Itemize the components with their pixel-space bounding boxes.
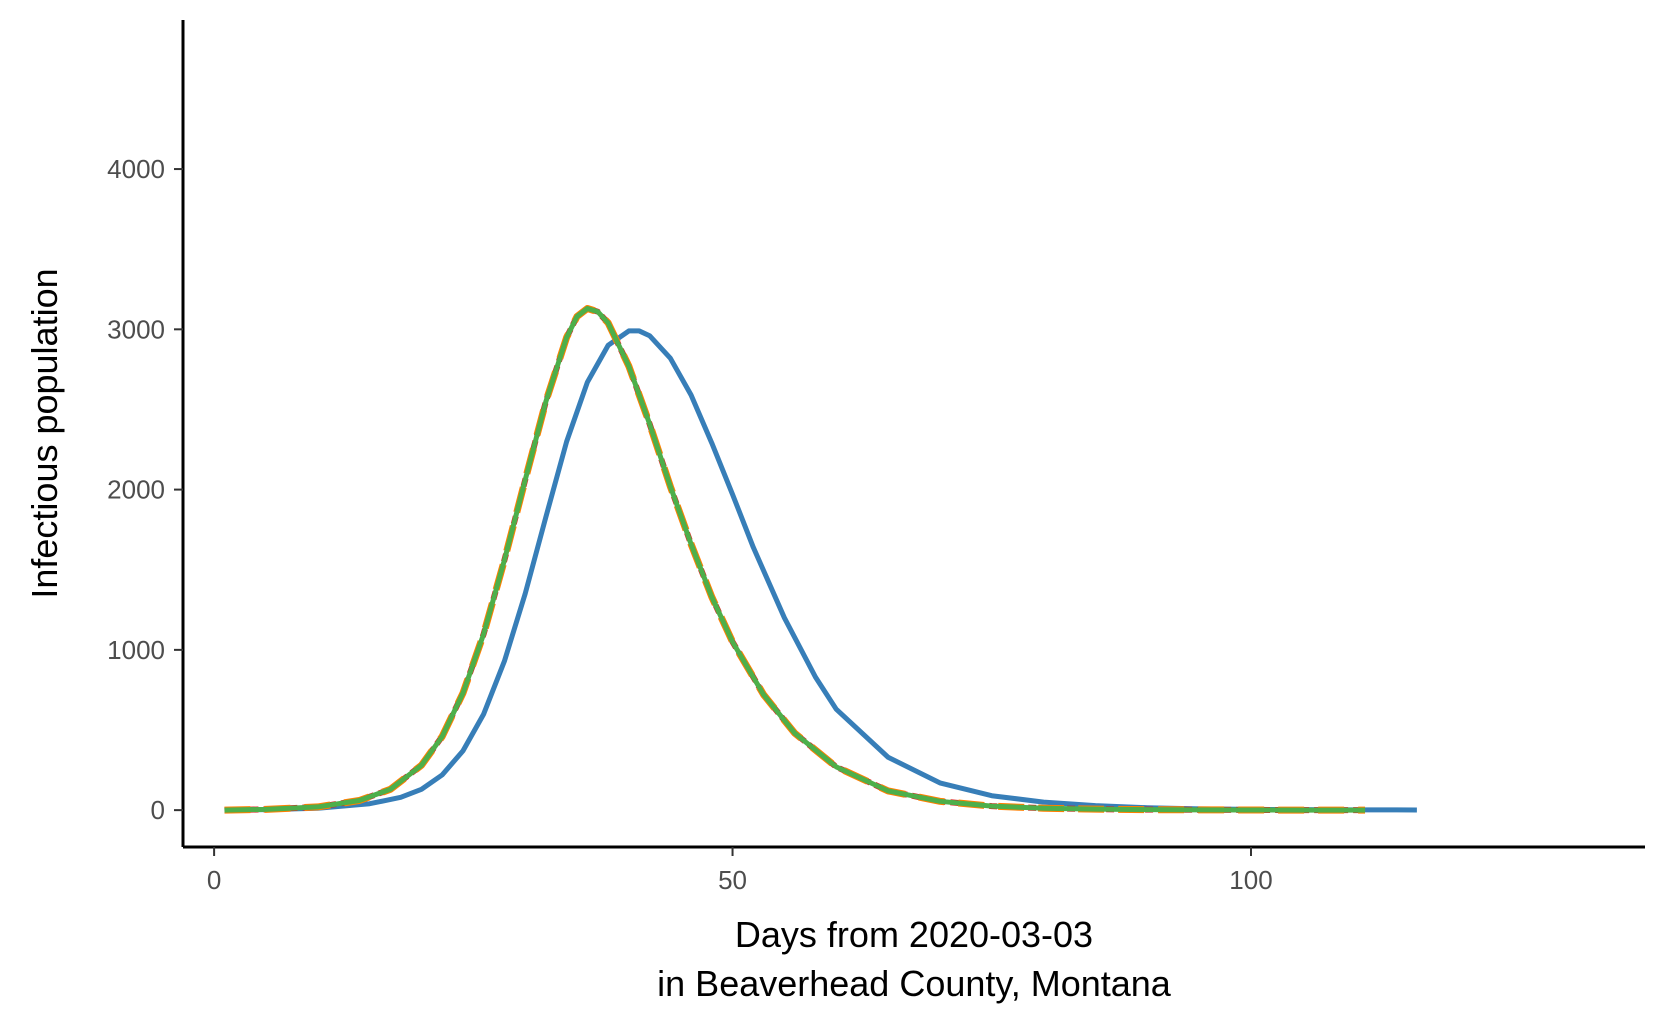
axes-layer	[181, 20, 1645, 849]
x-ticks: 0 50 100	[207, 847, 1273, 895]
y-tick-label: 0	[151, 795, 165, 825]
x-tick-label: 50	[718, 865, 747, 895]
x-axis-title-line2: in Beaverhead County, Montana	[657, 963, 1172, 1004]
series-layer	[224, 304, 1417, 814]
y-tick-label: 3000	[107, 314, 165, 344]
series-line-1	[224, 328, 1417, 813]
y-tick-label: 4000	[107, 154, 165, 184]
series-line-4	[224, 305, 1366, 813]
x-tick-label: 100	[1229, 865, 1272, 895]
x-axis-title-line1: Days from 2020-03-03	[735, 914, 1093, 955]
y-tick-label: 2000	[107, 475, 165, 505]
y-axis-title: Infectious population	[24, 268, 65, 598]
x-tick-label: 0	[207, 865, 221, 895]
y-tick-label: 1000	[107, 635, 165, 665]
y-ticks: 0 1000 2000 3000 4000	[107, 154, 183, 825]
